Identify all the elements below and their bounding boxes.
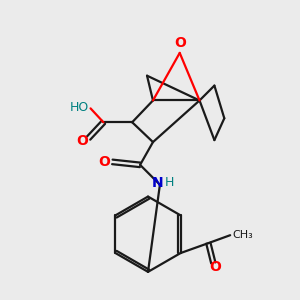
Text: N: N [152, 176, 164, 190]
Text: HO: HO [69, 101, 88, 114]
Text: O: O [77, 134, 88, 148]
Text: O: O [98, 155, 110, 169]
Text: O: O [209, 260, 221, 274]
Text: O: O [174, 36, 186, 50]
Text: CH₃: CH₃ [233, 230, 254, 240]
Text: H: H [165, 176, 175, 189]
